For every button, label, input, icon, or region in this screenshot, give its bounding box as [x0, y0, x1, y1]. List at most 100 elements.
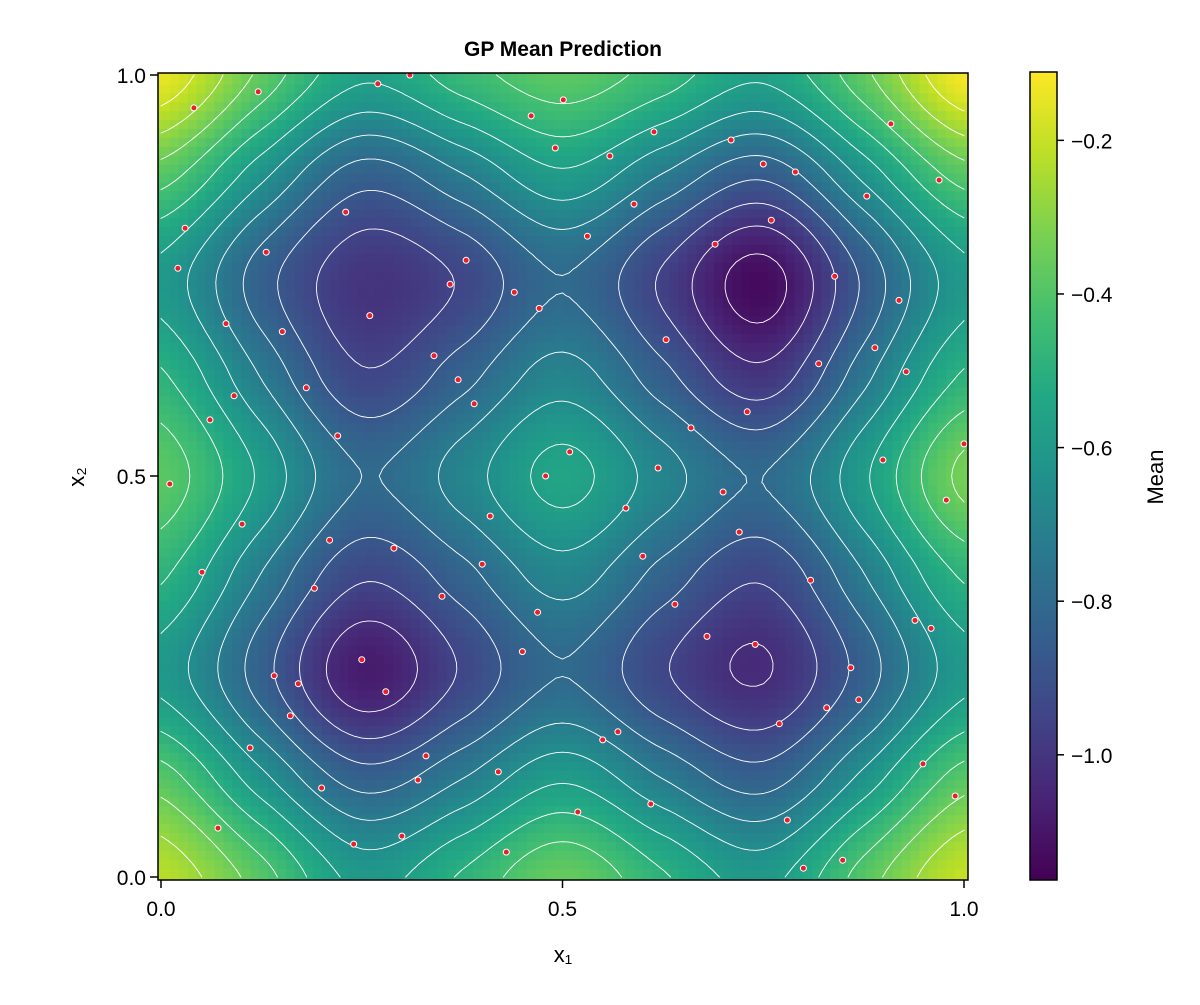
heatmap-cell	[330, 244, 341, 254]
heatmap-cell	[268, 538, 278, 548]
heatmap-cell	[428, 253, 439, 263]
heatmap-cell	[616, 761, 626, 771]
heatmap-cell	[375, 859, 385, 869]
heatmap-cell	[464, 734, 474, 744]
heatmap-cell	[214, 315, 225, 326]
heatmap-cell	[294, 146, 305, 156]
heatmap-cell	[571, 137, 581, 147]
heatmap-cell	[161, 386, 171, 397]
heatmap-cell	[357, 386, 367, 397]
heatmap-cell	[214, 707, 225, 718]
heatmap-cell	[624, 306, 635, 317]
heatmap-cell	[482, 520, 492, 531]
heatmap-cell	[571, 868, 581, 878]
heatmap-cell	[384, 511, 394, 522]
heatmap-cell	[580, 386, 590, 397]
heatmap-cell	[464, 315, 474, 326]
heatmap-cell	[562, 627, 573, 637]
heatmap-cell	[339, 716, 349, 727]
heatmap-cell	[535, 672, 546, 682]
heatmap-cell	[187, 778, 198, 789]
heatmap-cell	[158, 333, 162, 343]
heatmap-cell	[276, 244, 287, 254]
heatmap-cell	[544, 386, 555, 397]
heatmap-cell	[303, 208, 314, 219]
heatmap-cell	[223, 217, 233, 228]
heatmap-cell	[205, 859, 216, 869]
heatmap-cell	[187, 422, 198, 433]
heatmap-cell	[178, 734, 189, 744]
heatmap-cell	[285, 128, 296, 138]
heatmap-cell	[158, 217, 162, 228]
heatmap-cell	[294, 155, 305, 165]
heatmap-cell	[178, 636, 189, 646]
heatmap-cell	[580, 324, 590, 335]
heatmap-cell	[446, 627, 457, 637]
heatmap-cell	[312, 449, 323, 459]
heatmap-cell	[624, 582, 635, 593]
heatmap-cell	[357, 440, 367, 450]
heatmap-cell	[232, 841, 242, 851]
heatmap-cell	[500, 493, 510, 504]
heatmap-cell	[535, 850, 546, 860]
heatmap-cell	[437, 369, 448, 379]
heatmap-cell	[544, 75, 555, 85]
heatmap-cell	[508, 502, 519, 513]
heatmap-cell	[482, 698, 492, 709]
heatmap-cell	[303, 538, 314, 548]
heatmap-cell	[169, 262, 180, 272]
heatmap-cell	[285, 805, 296, 816]
heatmap-cell	[410, 663, 421, 673]
heatmap-cell	[178, 386, 189, 397]
heatmap-cell	[607, 164, 617, 174]
heatmap-cell	[616, 680, 626, 691]
heatmap-cell	[259, 654, 269, 664]
heatmap-cell	[303, 279, 314, 290]
heatmap-cell	[312, 663, 323, 673]
heatmap-cell	[607, 271, 617, 281]
heatmap-cell	[196, 404, 207, 415]
heatmap-cell	[401, 413, 412, 424]
heatmap-cell	[464, 75, 474, 85]
heatmap-cell	[250, 377, 260, 388]
heatmap-cell	[446, 360, 457, 370]
heatmap-cell	[491, 164, 501, 174]
heatmap-cell	[392, 850, 403, 860]
heatmap-cell	[526, 743, 537, 753]
heatmap-cell	[303, 101, 314, 112]
heatmap-cell	[196, 315, 207, 326]
heatmap-cell	[464, 868, 474, 878]
heatmap-cell	[214, 476, 225, 486]
heatmap-cell	[214, 832, 225, 842]
heatmap-cell	[303, 761, 314, 771]
heatmap-cell	[535, 841, 546, 851]
heatmap-cell	[598, 137, 608, 147]
heatmap-cell	[473, 288, 483, 299]
heatmap-cell	[500, 324, 510, 335]
heatmap-cell	[491, 83, 501, 94]
heatmap-cell	[339, 778, 349, 789]
heatmap-cell	[553, 618, 564, 629]
heatmap-cell	[303, 75, 314, 85]
heatmap-cell	[366, 743, 376, 753]
heatmap-cell	[508, 190, 519, 201]
heatmap-cell	[366, 199, 376, 210]
heatmap-cell	[158, 850, 162, 860]
heatmap-cell	[535, 565, 546, 575]
heatmap-cell	[232, 75, 242, 85]
heatmap-cell	[259, 119, 269, 130]
heatmap-cell	[607, 841, 617, 851]
heatmap-cell	[401, 734, 412, 744]
heatmap-cell	[384, 279, 394, 290]
heatmap-cell	[214, 413, 225, 424]
heatmap-cell	[232, 591, 242, 602]
heatmap-cell	[241, 315, 251, 326]
heatmap-cell	[294, 386, 305, 397]
heatmap-cell	[607, 360, 617, 370]
heatmap-cell	[259, 333, 269, 343]
heatmap-cell	[223, 752, 233, 762]
heatmap-cell	[339, 511, 349, 522]
heatmap-cell	[553, 805, 564, 816]
heatmap-cell	[196, 778, 207, 789]
heatmap-cell	[312, 83, 323, 94]
